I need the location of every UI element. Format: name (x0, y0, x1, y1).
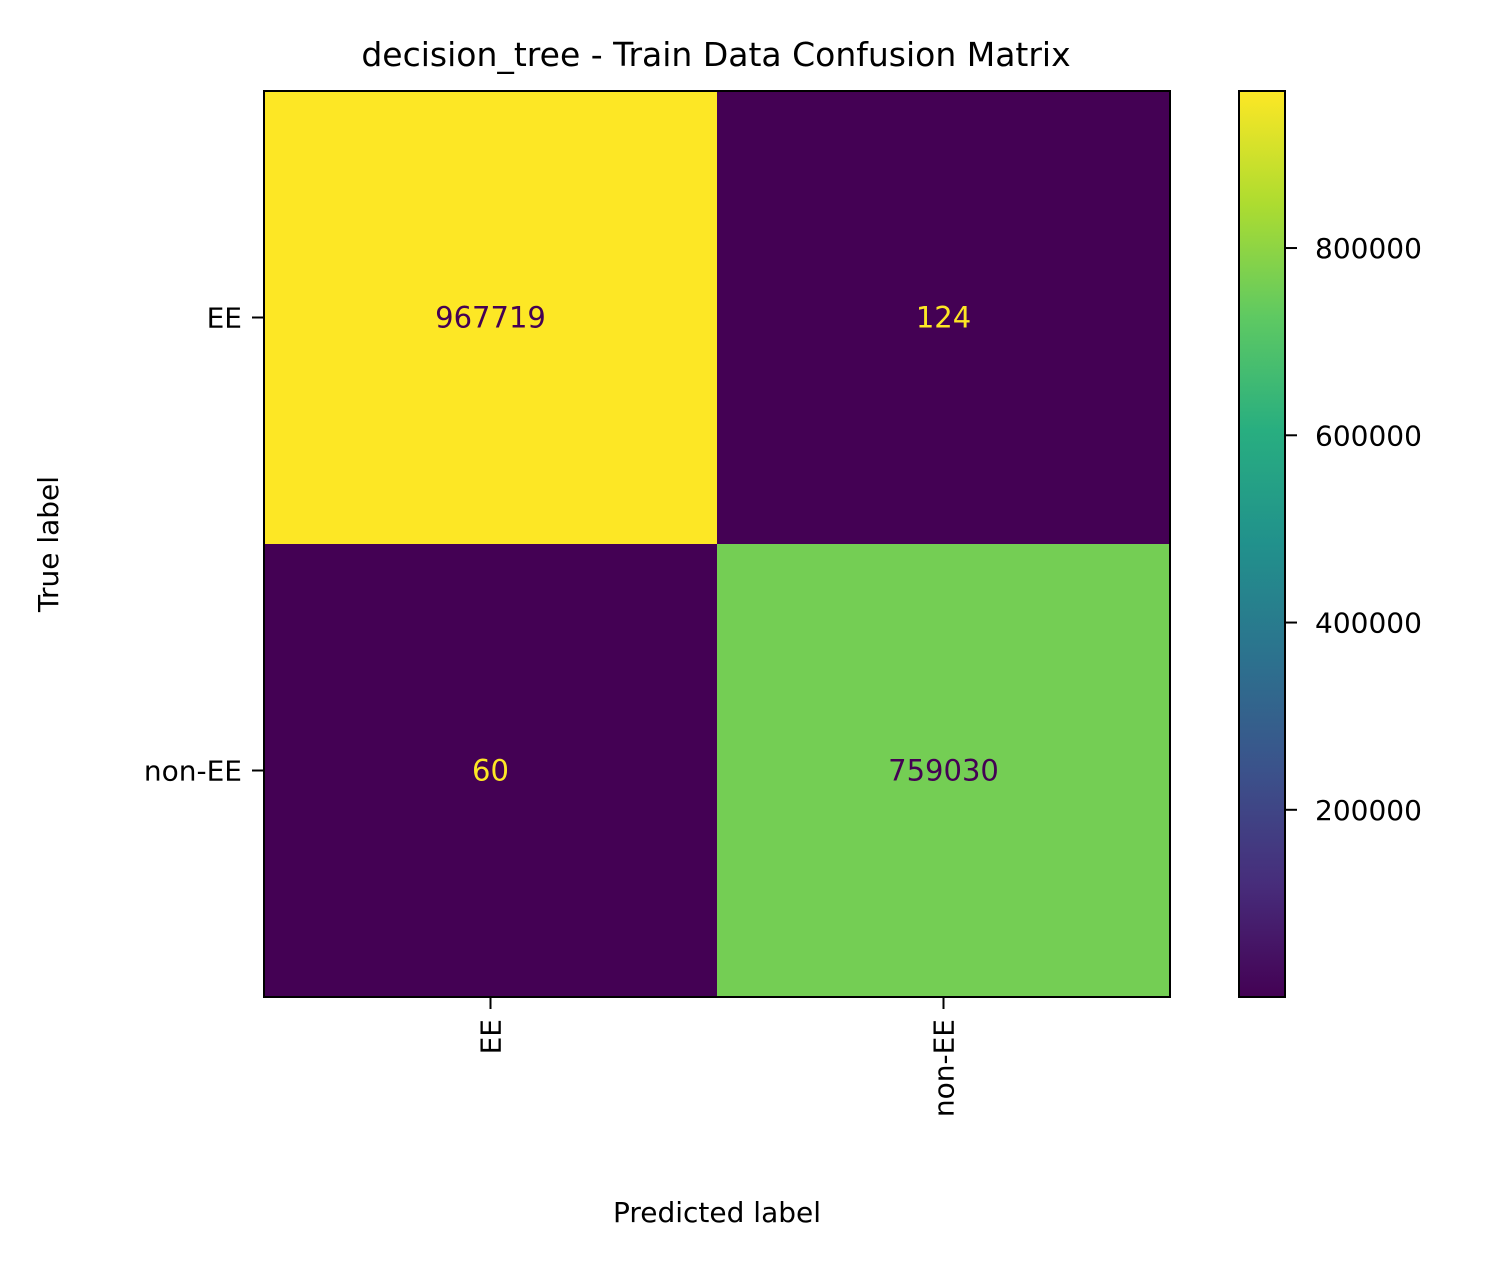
matrix-cells (264, 91, 1170, 997)
colorbar (1239, 91, 1285, 997)
y-axis-ticks: EE non-EE (144, 302, 264, 788)
x-axis-label: Predicted label (613, 1196, 821, 1229)
cell-value-label: 60 (472, 754, 509, 788)
colorbar-tick-label: 600000 (1315, 419, 1422, 452)
x-tick-label: EE (475, 1019, 508, 1054)
colorbar-tick-label: 400000 (1315, 607, 1422, 640)
chart-title: decision_tree - Train Data Confusion Mat… (361, 35, 1070, 74)
y-axis-label: True label (32, 476, 65, 613)
y-tick-label: non-EE (144, 755, 242, 788)
x-tick-label: non-EE (928, 1019, 961, 1117)
colorbar-ticks: 200000 400000 600000 800000 (1285, 232, 1422, 827)
x-axis-ticks: EE non-EE (475, 997, 961, 1117)
colorbar-tick-label: 800000 (1315, 232, 1422, 265)
y-tick-label: EE (207, 302, 242, 335)
cell-value-label: 124 (916, 301, 971, 335)
cell-value-label: 967719 (435, 301, 546, 335)
cell-value-label: 759030 (888, 754, 999, 788)
colorbar-tick-label: 200000 (1315, 794, 1422, 827)
